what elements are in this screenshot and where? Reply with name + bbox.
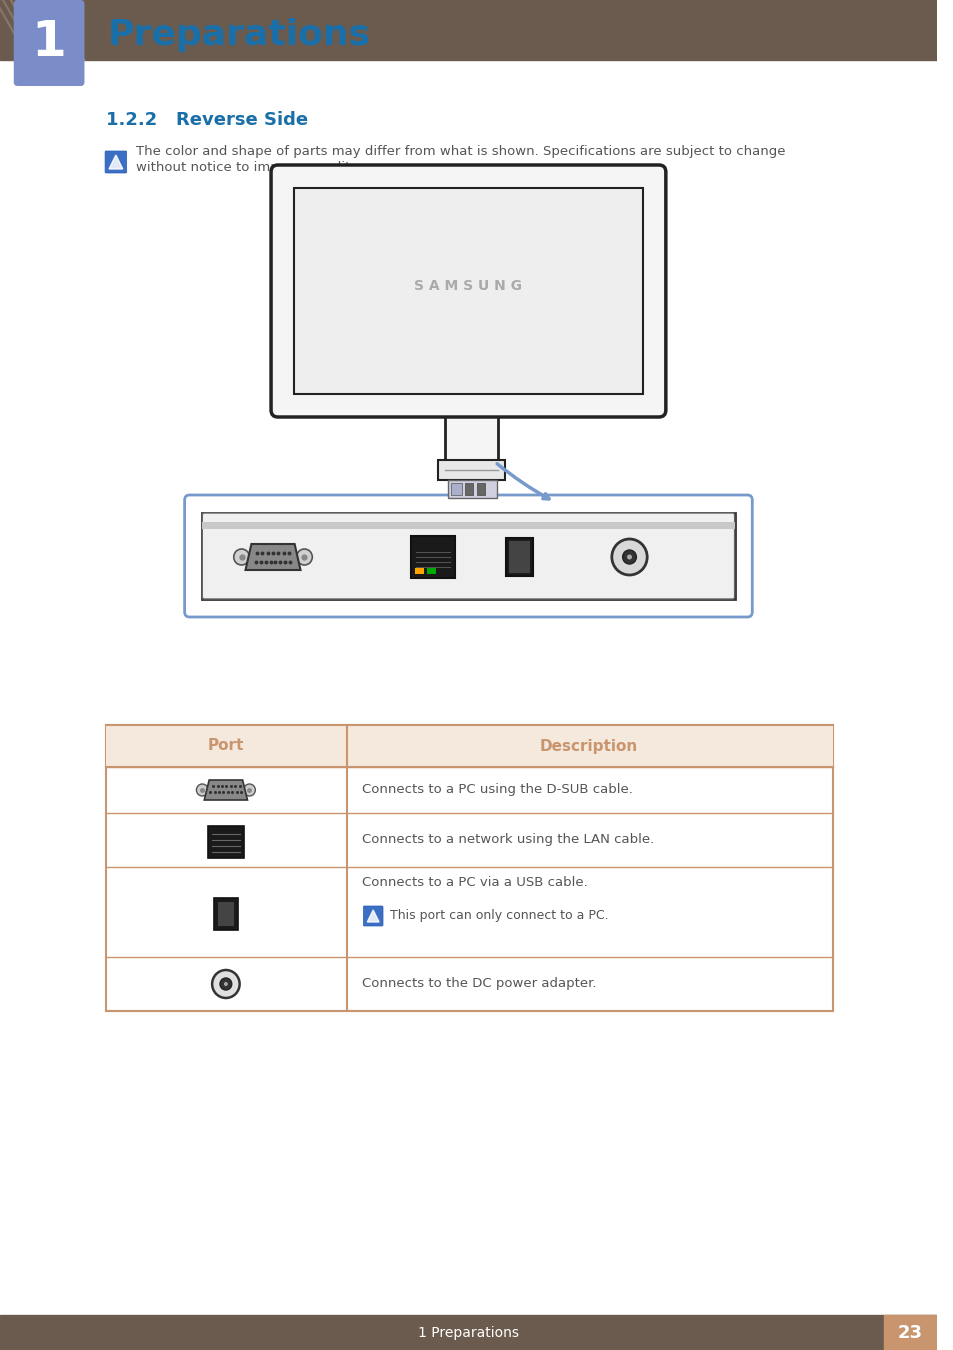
Circle shape — [296, 549, 312, 566]
Bar — [208, 826, 243, 859]
Bar — [106, 725, 832, 767]
Bar — [411, 536, 455, 578]
Text: Connects to a PC via a USB cable.: Connects to a PC via a USB cable. — [362, 876, 587, 890]
Bar — [437, 460, 504, 481]
Bar — [451, 483, 461, 495]
Bar — [0, 0, 936, 59]
Bar — [218, 902, 233, 926]
Text: S A M S U N G: S A M S U N G — [414, 279, 522, 293]
Text: Connects to a PC using the D-SUB cable.: Connects to a PC using the D-SUB cable. — [362, 783, 633, 796]
Circle shape — [220, 977, 232, 990]
Bar — [415, 568, 424, 574]
Circle shape — [622, 549, 636, 564]
Bar — [444, 406, 497, 462]
Text: Description: Description — [539, 738, 638, 753]
FancyBboxPatch shape — [202, 513, 734, 599]
Polygon shape — [245, 544, 300, 570]
Text: Connects to the DC power adapter.: Connects to the DC power adapter. — [362, 977, 597, 991]
Text: Preparations: Preparations — [108, 18, 371, 53]
Text: The color and shape of parts may differ from what is shown. Specifications are s: The color and shape of parts may differ … — [135, 146, 784, 158]
Text: 1.2.2   Reverse Side: 1.2.2 Reverse Side — [106, 111, 308, 130]
Bar — [427, 568, 436, 574]
Bar — [882, 1315, 936, 1350]
Polygon shape — [109, 155, 123, 169]
Circle shape — [212, 971, 239, 998]
Bar — [202, 513, 734, 599]
Polygon shape — [204, 780, 247, 801]
FancyBboxPatch shape — [271, 165, 665, 417]
Bar — [464, 483, 473, 495]
Bar — [294, 188, 642, 394]
Text: 1 Preparations: 1 Preparations — [417, 1326, 518, 1341]
Circle shape — [224, 981, 228, 985]
FancyBboxPatch shape — [13, 0, 85, 86]
FancyBboxPatch shape — [105, 151, 127, 173]
Bar — [202, 522, 734, 529]
Bar — [505, 539, 533, 576]
Text: 1: 1 — [31, 18, 67, 66]
Bar — [106, 725, 832, 1011]
Circle shape — [196, 784, 208, 796]
Text: This port can only connect to a PC.: This port can only connect to a PC. — [390, 910, 608, 922]
Text: Connects to a network using the LAN cable.: Connects to a network using the LAN cabl… — [362, 833, 654, 846]
Text: 23: 23 — [897, 1324, 922, 1342]
Circle shape — [233, 549, 249, 566]
Bar — [213, 898, 237, 930]
FancyBboxPatch shape — [363, 906, 382, 926]
Circle shape — [626, 555, 631, 559]
Circle shape — [611, 539, 646, 575]
Circle shape — [243, 784, 255, 796]
FancyBboxPatch shape — [185, 495, 752, 617]
Bar — [0, 1315, 936, 1350]
Polygon shape — [367, 910, 378, 922]
Bar — [508, 541, 530, 572]
Text: Port: Port — [208, 738, 244, 753]
Bar — [476, 483, 485, 495]
Text: without notice to improve quality.: without notice to improve quality. — [135, 161, 359, 174]
Bar — [447, 481, 497, 498]
